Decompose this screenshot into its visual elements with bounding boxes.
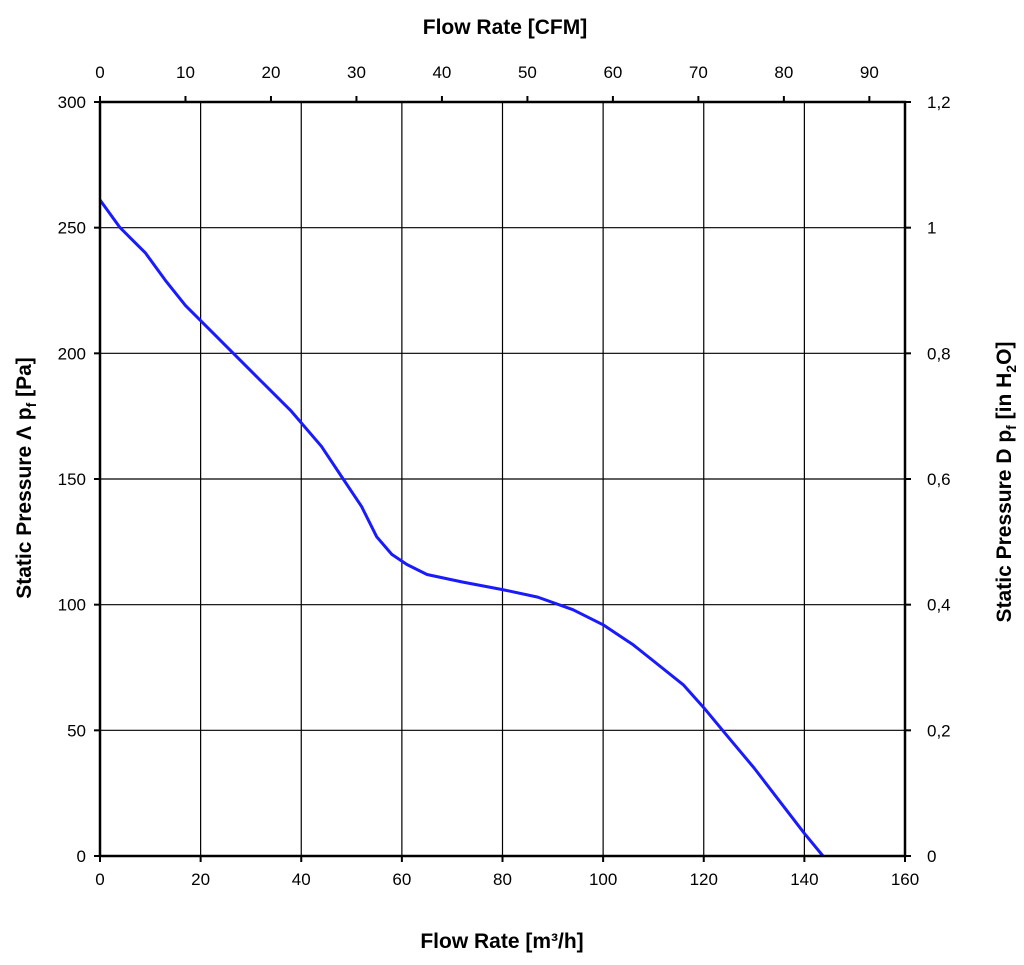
- y-axis-title-sub: f: [23, 402, 39, 407]
- y2-axis-title: Static Pressure D pf [in H2O]: [993, 342, 1019, 623]
- x-tick-label: 100: [589, 870, 617, 889]
- y2-axis-title-mid: [in H: [993, 373, 1016, 426]
- y2-axis-title-prefix: Static Pressure D p: [993, 430, 1016, 623]
- y2-tick-label: 0,4: [927, 596, 951, 615]
- y2-tick-label: 1: [927, 219, 936, 238]
- x-axis-title: Flow Rate [m³/h]: [420, 930, 583, 953]
- x-tick-label: 120: [690, 870, 718, 889]
- x2-tick-label: 20: [262, 63, 281, 82]
- x2-tick-label: 90: [860, 63, 879, 82]
- y-tick-label: 100: [58, 596, 86, 615]
- x-tick-label: 160: [891, 870, 919, 889]
- y-tick-label: 150: [58, 470, 86, 489]
- y2-tick-label: 0,2: [927, 721, 951, 740]
- x-tick-label: 0: [95, 870, 104, 889]
- y2-tick-label: 0,6: [927, 470, 951, 489]
- y-tick-label: 300: [58, 93, 86, 112]
- y-tick-label: 50: [67, 721, 86, 740]
- x2-tick-label: 10: [176, 63, 195, 82]
- x2-tick-label: 30: [347, 63, 366, 82]
- gridlines: [99, 101, 906, 857]
- x2-tick-label: 50: [518, 63, 537, 82]
- x2-tick-label: 80: [774, 63, 793, 82]
- x2-tick-label: 60: [603, 63, 622, 82]
- x2-axis-title: Flow Rate [CFM]: [423, 16, 587, 39]
- y-tick-label: 200: [58, 344, 86, 363]
- series-line: [98, 199, 825, 857]
- y-tick-label: 0: [77, 847, 86, 866]
- y2-tick-label: 0: [927, 847, 936, 866]
- x2-tick-label: 0: [95, 63, 104, 82]
- y-axis-title: Static Pressure Λ pf [Pa]: [13, 357, 39, 599]
- y2-axis-title-sub2: 2: [1003, 365, 1019, 373]
- x2-tick-label: 40: [432, 63, 451, 82]
- y2-axis-title-suffix: O]: [993, 342, 1016, 365]
- x2-tick-label: 70: [689, 63, 708, 82]
- tick-labels: 0 20 40 60 80 100 120 140 1600501001502002503000…: [58, 63, 951, 889]
- x-tick-label: 140: [790, 870, 818, 889]
- y-axis-title-prefix: Static Pressure Λ p: [13, 407, 36, 598]
- y2-tick-label: 1,2: [927, 93, 951, 112]
- y-axis-title-suffix: [Pa]: [13, 357, 36, 403]
- x-tick-label: 20: [191, 870, 210, 889]
- x-tick-label: 40: [292, 870, 311, 889]
- y2-tick-label: 0,8: [927, 344, 951, 363]
- x-tick-label: 80: [493, 870, 512, 889]
- x-tick-label: 60: [392, 870, 411, 889]
- plot-frame: [98, 100, 907, 858]
- y2-axis-title-sub: f: [1003, 425, 1019, 430]
- y-tick-label: 250: [58, 219, 86, 238]
